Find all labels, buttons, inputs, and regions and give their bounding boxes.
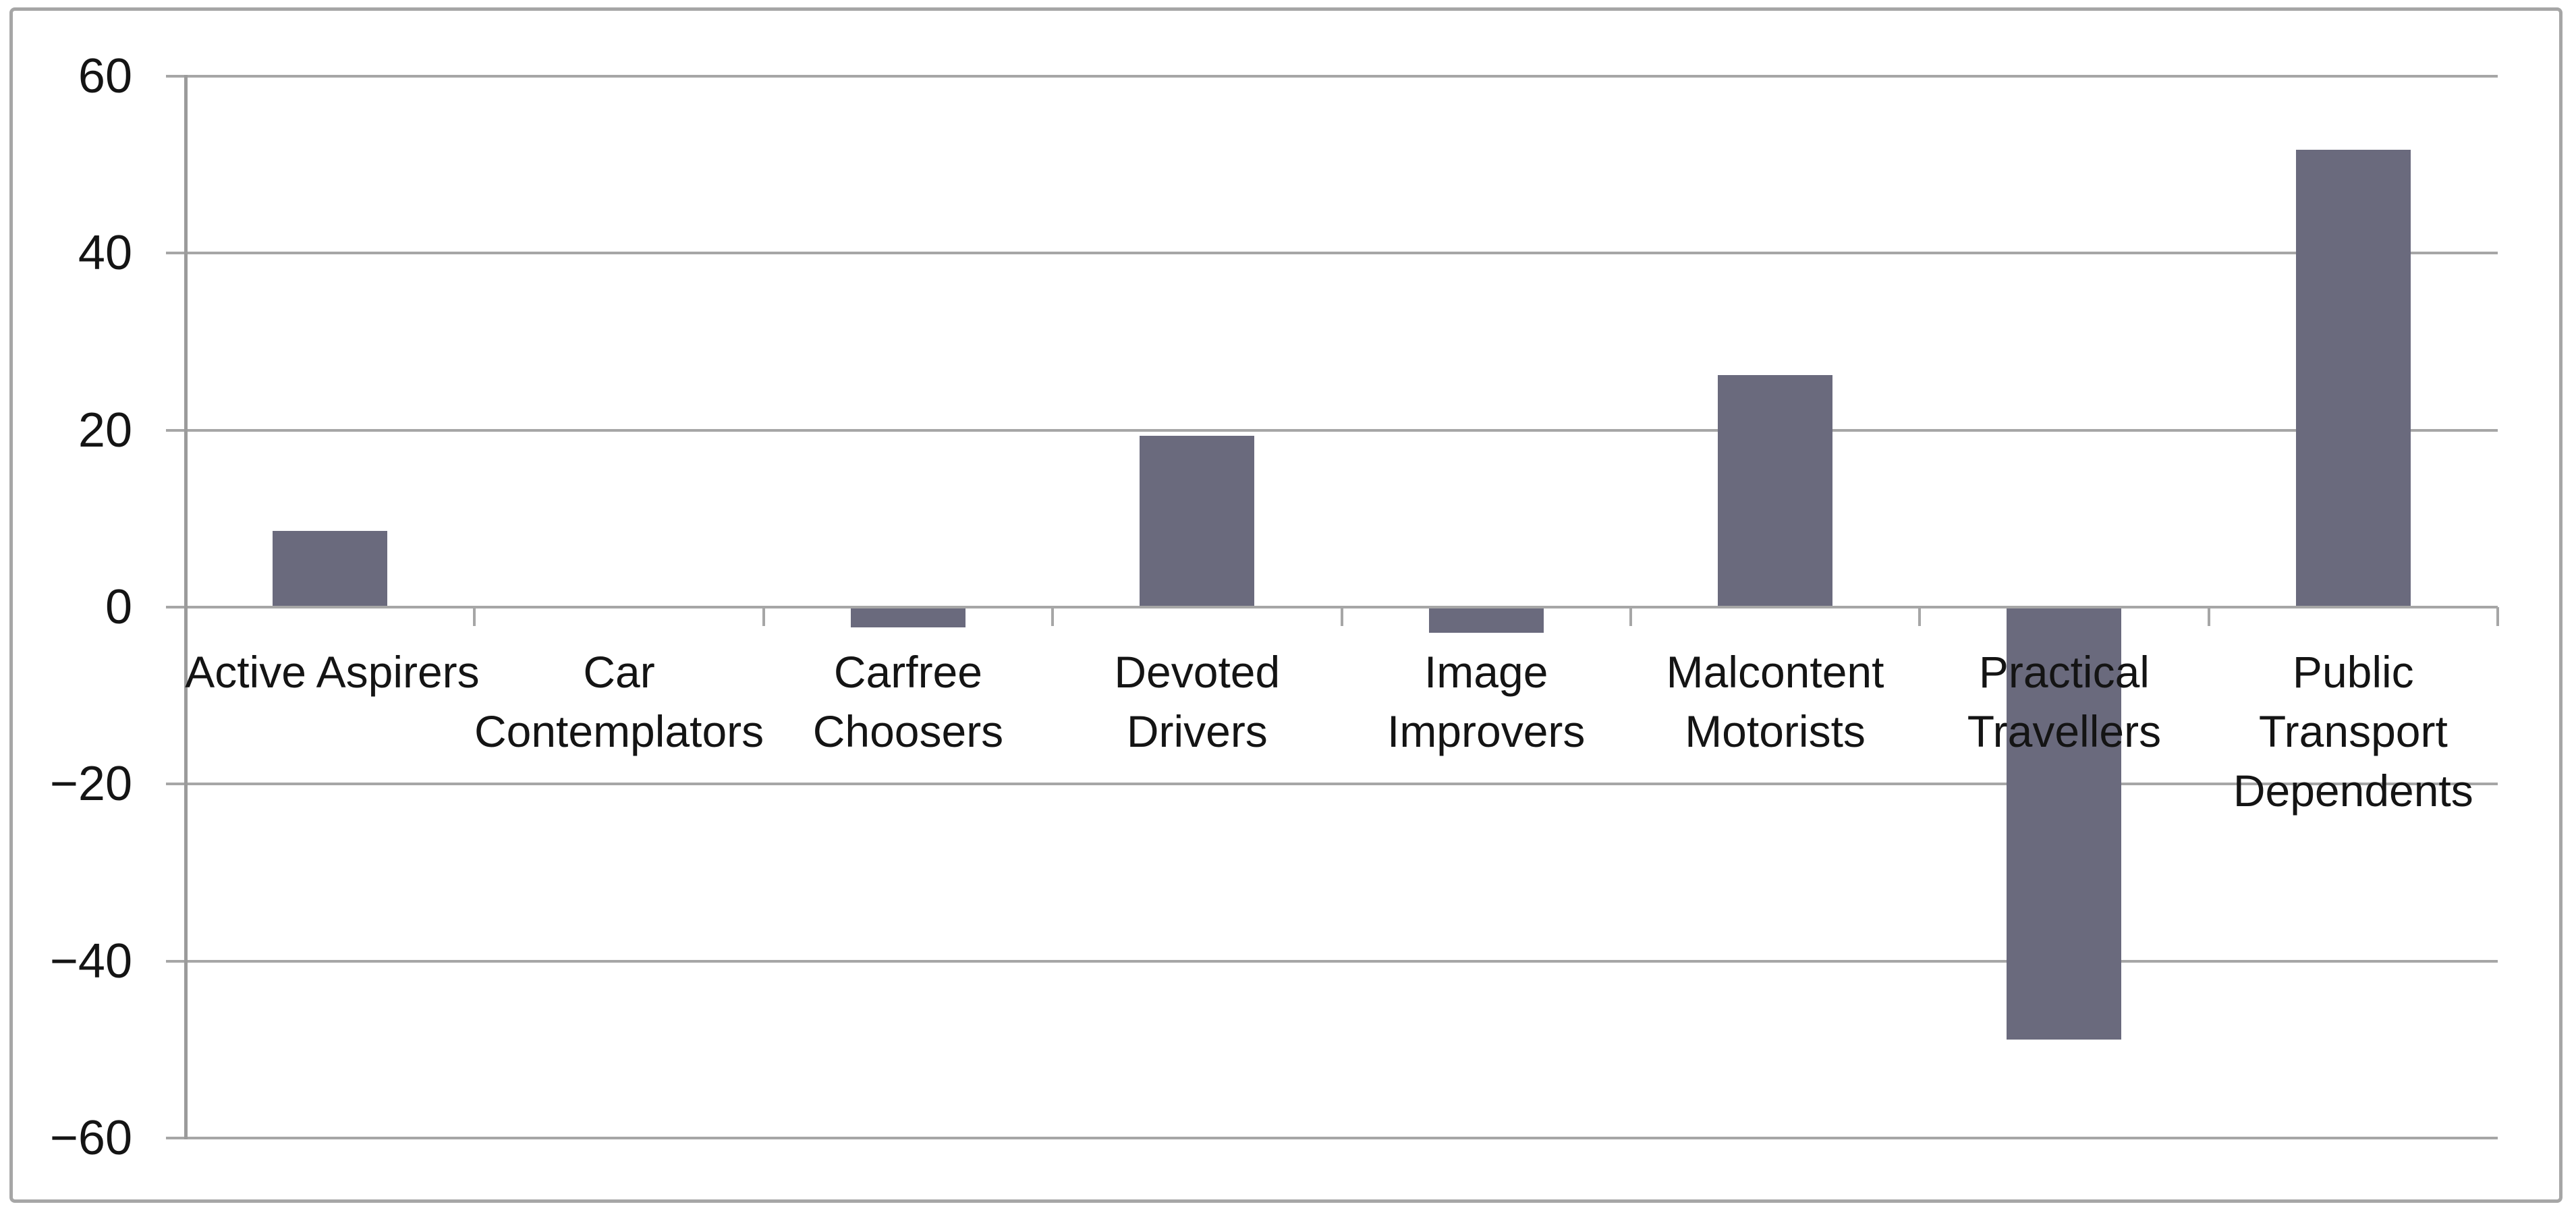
- y-axis-tick: [166, 1136, 186, 1139]
- category-axis-tick: [473, 607, 476, 626]
- gridline: [186, 252, 2498, 255]
- category-label-line: Malcontent: [1666, 647, 1884, 697]
- category-label-line: Choosers: [812, 706, 1004, 756]
- y-axis-tick: [166, 783, 186, 786]
- category-axis-tick: [2496, 607, 2499, 626]
- y-tick-label: 40: [78, 226, 132, 281]
- bar: [1140, 435, 1255, 606]
- y-axis-tick: [166, 428, 186, 432]
- category-label: Image Improvers: [1341, 642, 1631, 761]
- category-label-line: Motorists: [1685, 706, 1866, 756]
- category-label: Devoted Drivers: [1052, 642, 1342, 761]
- category-label-line: Transport: [2258, 706, 2448, 756]
- category-label-line: Drivers: [1126, 706, 1268, 756]
- bar: [1718, 375, 1833, 606]
- y-tick-label: −20: [49, 757, 132, 812]
- category-axis-tick: [762, 607, 765, 626]
- category-label-line: Dependents: [2233, 766, 2473, 816]
- category-label-line: Contemplators: [474, 706, 764, 756]
- category-label-line: Active Aspirers: [185, 647, 480, 697]
- category-label: Car Contemplators: [474, 642, 764, 761]
- bar: [2007, 608, 2122, 1040]
- gridline: [186, 75, 2498, 78]
- category-label-line: Carfree: [833, 647, 982, 697]
- bar: [2295, 149, 2411, 606]
- y-axis-tick: [166, 959, 186, 963]
- category-label: Practical Travellers: [1919, 642, 2209, 761]
- chart-frame: [9, 7, 2563, 1203]
- category-label-line: Devoted: [1114, 647, 1281, 697]
- category-label: Carfree Choosers: [763, 642, 1053, 761]
- category-label-line: Public: [2292, 647, 2414, 697]
- category-axis-tick: [1051, 607, 1055, 626]
- category-label-line: Travellers: [1967, 706, 2162, 756]
- category-label: Malcontent Motorists: [1630, 642, 1920, 761]
- y-tick-label: −60: [49, 1110, 132, 1165]
- bar: [273, 531, 388, 606]
- category-label: Active Aspirers: [185, 642, 480, 702]
- category-axis-tick: [2207, 607, 2210, 626]
- category-label-line: Car: [583, 647, 655, 697]
- bar: [850, 608, 965, 628]
- gridline: [186, 959, 2498, 963]
- gridline: [186, 1136, 2498, 1139]
- bar: [1428, 608, 1544, 633]
- y-axis-line: [184, 75, 188, 1139]
- y-tick-label: 60: [78, 49, 132, 104]
- category-axis-tick: [1340, 607, 1343, 626]
- y-tick-label: −40: [49, 934, 132, 988]
- category-axis-tick: [1918, 607, 1922, 626]
- category-label-line: Improvers: [1387, 706, 1586, 756]
- y-axis-tick: [166, 606, 186, 608]
- category-label-line: Image: [1424, 647, 1548, 697]
- category-label-line: Practical: [1978, 647, 2150, 697]
- y-tick-label: 20: [78, 403, 132, 457]
- y-axis-tick: [166, 252, 186, 255]
- y-axis-tick: [166, 75, 186, 78]
- gridline: [186, 783, 2498, 786]
- category-axis-tick: [1629, 607, 1632, 626]
- gridline: [186, 428, 2498, 432]
- y-tick-label: 0: [105, 580, 132, 634]
- category-label: Public Transport Dependents: [2208, 642, 2498, 820]
